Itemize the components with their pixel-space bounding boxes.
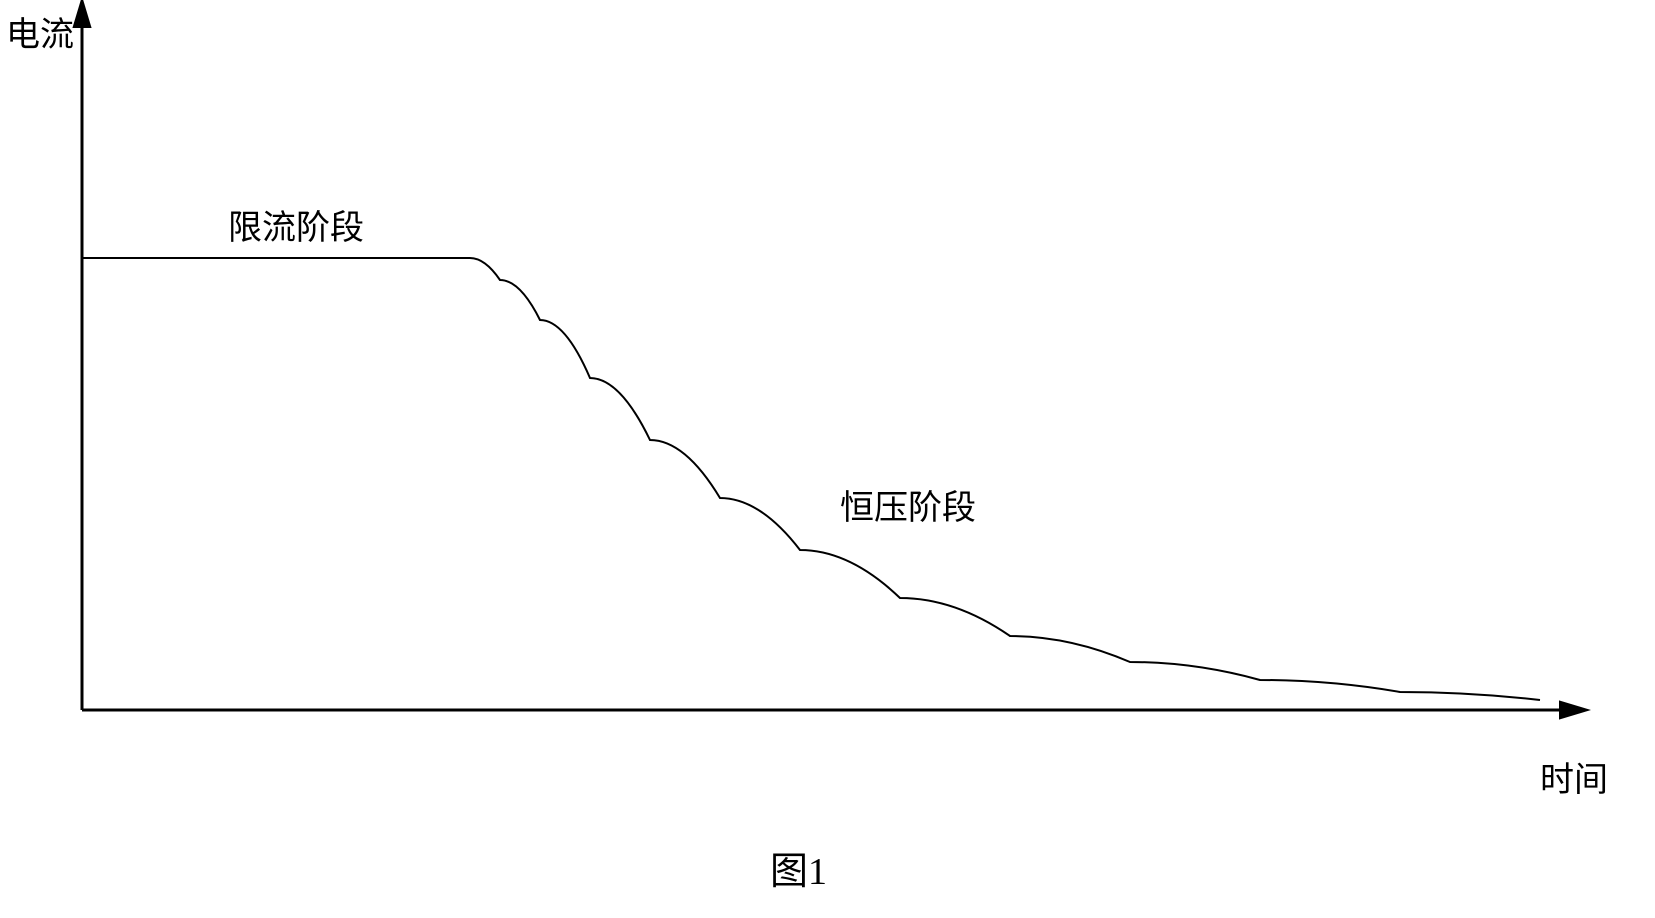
- phase2-label: 恒压阶段: [840, 480, 976, 529]
- phase1-label: 限流阶段: [228, 200, 364, 249]
- chart-svg: [0, 0, 1655, 913]
- x-axis-label: 时间: [1540, 752, 1608, 801]
- y-axis-label: 电流: [6, 18, 40, 54]
- chart-container: 电流 时间 限流阶段 恒压阶段 图1: [0, 0, 1655, 913]
- figure-caption: 图1: [770, 840, 827, 895]
